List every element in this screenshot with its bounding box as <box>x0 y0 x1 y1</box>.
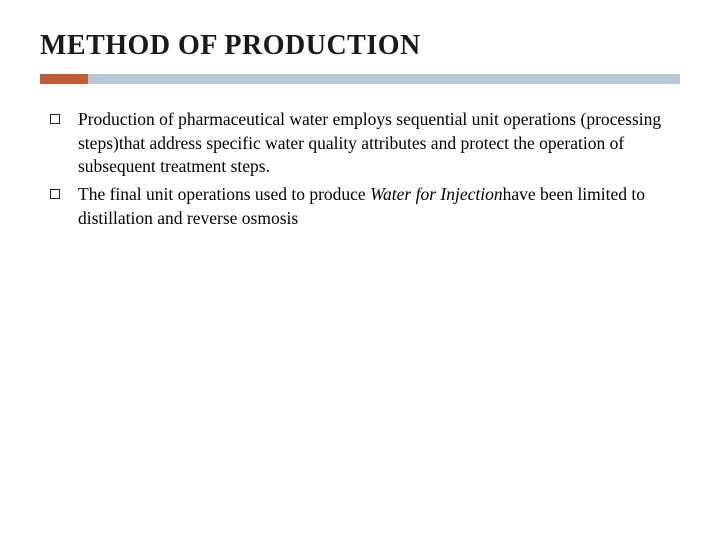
square-bullet-icon <box>50 114 60 124</box>
square-bullet-icon <box>50 189 60 199</box>
underline-main <box>88 74 680 84</box>
underline-accent <box>40 74 88 84</box>
content-area: Production of pharmaceutical water emplo… <box>40 108 680 230</box>
slide: METHOD OF PRODUCTION Production of pharm… <box>0 0 720 540</box>
bullet-text: The final unit operations used to produc… <box>78 183 680 230</box>
bullet-text: Production of pharmaceutical water emplo… <box>78 108 680 179</box>
list-item: Production of pharmaceutical water emplo… <box>50 108 680 179</box>
title-underline <box>40 74 680 84</box>
text-italic: Water for Injection <box>370 184 503 204</box>
list-item: The final unit operations used to produc… <box>50 183 680 230</box>
text-pre: Production of pharmaceutical water emplo… <box>78 109 661 176</box>
text-pre: The final unit operations used to produc… <box>78 184 370 204</box>
slide-title: METHOD OF PRODUCTION <box>40 30 680 62</box>
